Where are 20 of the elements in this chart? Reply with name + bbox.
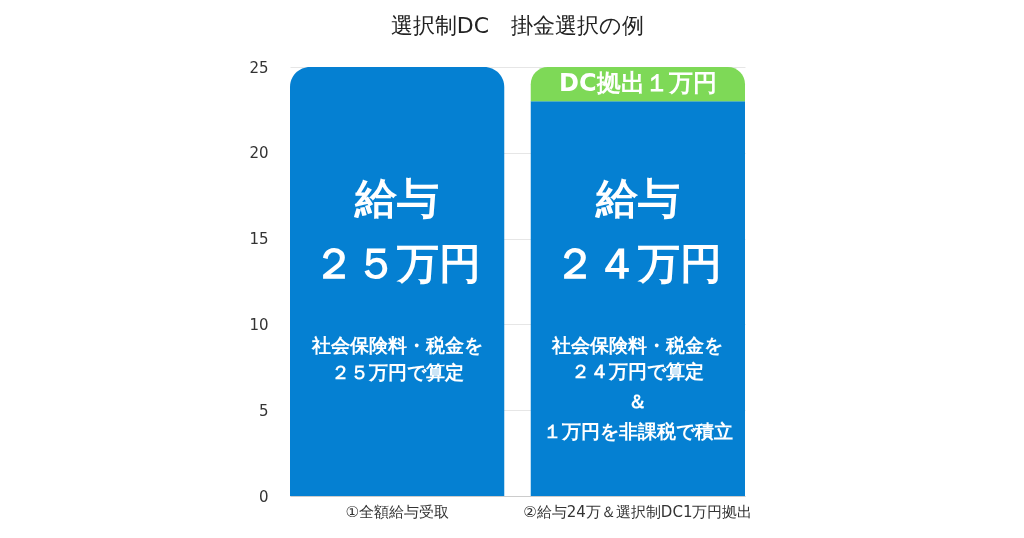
annotation: ２４万円 xyxy=(553,239,722,288)
y-tick-label: 0 xyxy=(258,487,269,506)
y-tick-label: 10 xyxy=(249,315,269,334)
annotation: ２５万円で算定 xyxy=(330,361,464,383)
annotation: ２４万円で算定 xyxy=(571,360,705,382)
annotation: 給与 xyxy=(593,174,680,223)
y-tick-label: 20 xyxy=(249,144,269,163)
x-tick-label: ②給与24万＆選択制DC1万円拠出 xyxy=(523,502,753,521)
y-tick-label: 15 xyxy=(249,230,269,249)
annotation: DC拠出１万円 xyxy=(559,69,717,97)
annotation: 社会保険料・税金を xyxy=(551,334,724,356)
annotation: 給与 xyxy=(353,174,440,223)
x-tick-label: ①全額給与受取 xyxy=(345,502,449,521)
annotation: １万円を非課税で積立 xyxy=(542,420,733,442)
y-tick-label: 25 xyxy=(249,58,269,77)
annotation: ２５万円 xyxy=(313,239,482,288)
annotation: 社会保険料・税金を xyxy=(310,334,483,356)
annotation: ＆ xyxy=(628,390,648,412)
y-tick-label: 5 xyxy=(258,401,269,420)
chart-title: 選択制DC 掛金選択の例 xyxy=(390,13,645,38)
